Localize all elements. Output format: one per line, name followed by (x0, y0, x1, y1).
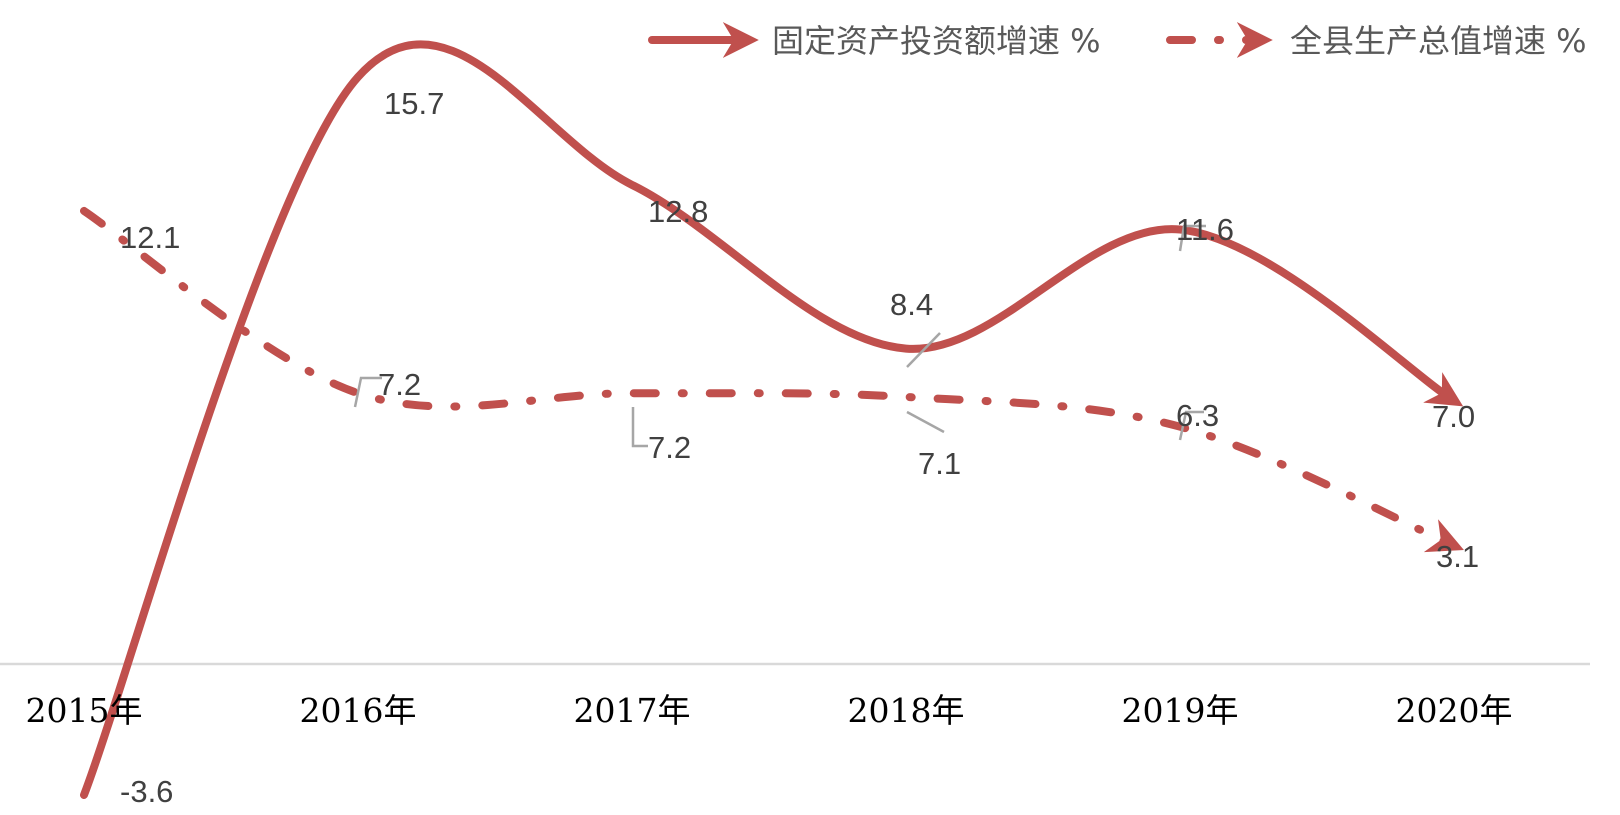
x-tick-label: 2016年 (300, 691, 417, 730)
data-label-investment: -3.6 (120, 774, 173, 809)
data-label-investment: 8.4 (890, 287, 933, 322)
data-label-gdp: 7.1 (918, 446, 961, 481)
leader-line (906, 332, 941, 368)
data-label-investment: 15.7 (384, 86, 444, 121)
leader-lines (353, 224, 1206, 448)
legend-item-gdp: 全县生产总值增速 % (1166, 22, 1587, 60)
series-line-gdp (80, 206, 1464, 553)
series-layer (80, 40, 1464, 799)
data-label-gdp: 7.2 (378, 367, 421, 402)
x-tick-label: 2015年 (26, 691, 143, 730)
leader-line (631, 407, 648, 448)
data-label-investment: 7.0 (1432, 399, 1475, 434)
series-line-investment (80, 40, 1464, 799)
leader-line (1178, 410, 1204, 441)
x-tick-label: 2019年 (1122, 691, 1239, 730)
leader-line (1178, 224, 1206, 252)
data-labels: -3.6 15.7 12.8 8.4 11.6 7.0 12.1 7.2 7.2 7.1 6.3 3.… (120, 86, 1479, 809)
data-label-gdp: 3.1 (1436, 539, 1479, 574)
data-label-investment: 12.8 (648, 194, 708, 229)
legend-label-investment: 固定资产投资额增速 % (772, 22, 1101, 60)
legend: 固定资产投资额增速 % 全县生产总值增速 % (648, 22, 1587, 60)
data-label-gdp: 12.1 (120, 220, 180, 255)
x-axis-ticks: 2015年 2016年 2017年 2018年 2019年 2020年 (26, 691, 1513, 730)
leader-line (906, 410, 945, 434)
x-tick-label: 2017年 (574, 691, 691, 730)
data-label-gdp: 7.2 (648, 430, 691, 465)
leader-line (353, 376, 382, 408)
x-tick-label: 2018年 (848, 691, 965, 730)
legend-item-investment: 固定资产投资额增速 % (648, 22, 1101, 60)
legend-label-gdp: 全县生产总值增速 % (1290, 22, 1587, 60)
data-label-gdp: 6.3 (1176, 398, 1219, 433)
data-label-investment: 11.6 (1176, 212, 1234, 247)
x-tick-label: 2020年 (1396, 691, 1513, 730)
